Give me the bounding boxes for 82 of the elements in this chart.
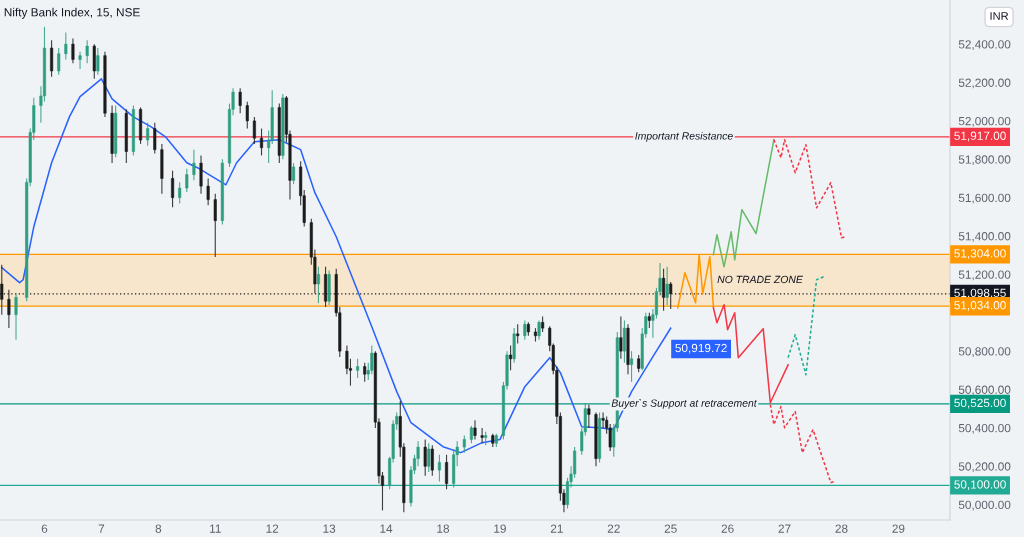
candlestick bbox=[85, 39, 89, 64]
candlestick bbox=[245, 101, 249, 130]
x-tick-label: 19 bbox=[494, 524, 506, 533]
ref-line-label: 51,304.00 bbox=[954, 249, 1006, 259]
x-tick-label: 8 bbox=[155, 524, 162, 533]
candlestick bbox=[619, 316, 623, 360]
candlestick bbox=[259, 128, 264, 156]
candlestick bbox=[430, 444, 434, 477]
y-tick-label: 50,000.00 bbox=[958, 500, 1011, 511]
candlestick bbox=[356, 358, 360, 379]
y-tick-label: 50,800.00 bbox=[958, 347, 1011, 357]
candlestick bbox=[622, 319, 626, 364]
candlestick bbox=[185, 168, 189, 193]
candlestick bbox=[630, 350, 634, 383]
candlestick bbox=[665, 266, 669, 306]
y-tick-label: 51,200.00 bbox=[958, 270, 1011, 281]
text: Nifty Bank Index, 15, NSE bbox=[4, 7, 140, 19]
candlestick bbox=[199, 154, 203, 195]
candlestick bbox=[153, 122, 157, 155]
candlestick bbox=[537, 319, 541, 341]
candlestick bbox=[71, 37, 75, 64]
ref-line-label: 51,098.55 bbox=[954, 288, 1006, 299]
candlestick bbox=[473, 419, 477, 440]
candlestick bbox=[238, 87, 242, 114]
x-tick-label: 7 bbox=[98, 524, 105, 533]
x-tick-label: 12 bbox=[266, 524, 279, 533]
candlestick bbox=[78, 51, 82, 70]
x-tick-label: 25 bbox=[664, 524, 677, 533]
line-series bbox=[769, 403, 836, 484]
y-tick-label: 52,400.00 bbox=[958, 40, 1011, 50]
annotation: Important Resistance bbox=[635, 131, 733, 142]
candlestick bbox=[57, 47, 61, 76]
x-tick-label: 18 bbox=[437, 524, 450, 533]
candlestick bbox=[178, 181, 182, 204]
x-tick-label: 11 bbox=[210, 524, 221, 533]
candlestick bbox=[171, 170, 175, 208]
y-tick-label: 51,800.00 bbox=[958, 155, 1011, 166]
x-tick-label: 27 bbox=[778, 524, 791, 533]
candlestick bbox=[587, 404, 591, 429]
band-label: NO TRADE ZONE bbox=[717, 275, 803, 284]
candlestick bbox=[316, 266, 320, 304]
candlestick bbox=[14, 293, 18, 341]
candlestick bbox=[96, 47, 100, 76]
ref-line-label: 50,100.00 bbox=[954, 480, 1006, 491]
candlestick bbox=[206, 177, 210, 206]
candlestick bbox=[427, 442, 431, 473]
x-tick-label: 29 bbox=[892, 524, 905, 533]
candlestick bbox=[516, 323, 520, 345]
x-tick-label: 13 bbox=[323, 524, 336, 533]
x-tick-label: 14 bbox=[380, 524, 393, 533]
y-tick-label: 50,600.00 bbox=[958, 385, 1011, 396]
candlestick bbox=[509, 344, 513, 371]
candlestick bbox=[50, 39, 54, 78]
y-tick-label: 50,400.00 bbox=[958, 423, 1011, 434]
y-tick-label: 51,600.00 bbox=[958, 193, 1011, 204]
candlestick bbox=[423, 438, 427, 477]
candlestick bbox=[64, 32, 68, 61]
line-series bbox=[773, 138, 846, 239]
ref-line-label: 50,525.00 bbox=[954, 398, 1006, 409]
x-tick-label: 21 bbox=[550, 524, 563, 533]
y-tick-label: 52,200.00 bbox=[958, 78, 1011, 89]
x-tick-label: 26 bbox=[721, 524, 734, 533]
ref-line-label: 51,917.00 bbox=[954, 131, 1006, 142]
candlestick bbox=[437, 454, 441, 483]
y-tick-label: 51,400.00 bbox=[958, 232, 1011, 242]
x-tick-label: 6 bbox=[41, 524, 48, 533]
candlestick bbox=[146, 122, 150, 147]
y-tick-label: 50,200.00 bbox=[958, 462, 1011, 473]
data-label: 50,919.72 bbox=[675, 343, 727, 354]
x-tick-label: 22 bbox=[607, 524, 620, 533]
annotation: Buyer`s Support at retracement bbox=[611, 399, 758, 409]
line-series bbox=[712, 138, 775, 268]
x-tick-label: 28 bbox=[835, 524, 848, 533]
text: INR bbox=[990, 12, 1009, 20]
candlestick bbox=[213, 193, 217, 258]
ref-line-label: 51,034.00 bbox=[954, 301, 1006, 311]
y-tick-label: 52,000.00 bbox=[958, 116, 1011, 127]
candlestick bbox=[480, 427, 484, 444]
candlestick bbox=[292, 162, 296, 185]
candlestick bbox=[445, 454, 449, 490]
candlestick bbox=[252, 116, 256, 145]
candlestick bbox=[192, 149, 196, 181]
